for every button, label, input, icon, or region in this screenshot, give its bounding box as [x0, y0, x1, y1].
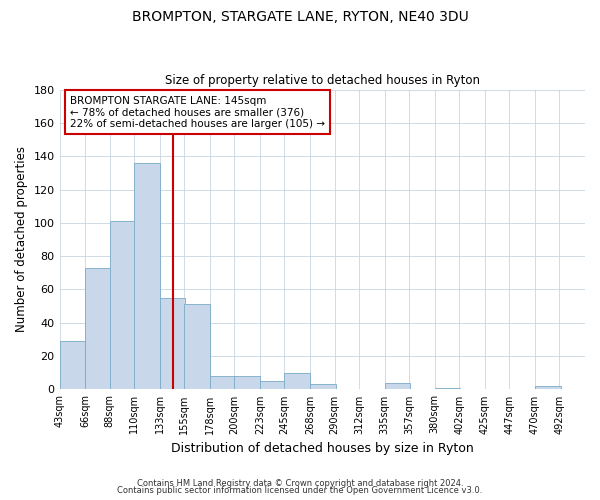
- Bar: [110, 221, 135, 390]
- Text: Contains public sector information licensed under the Open Government Licence v3: Contains public sector information licen…: [118, 486, 482, 495]
- Bar: [235, 376, 260, 390]
- Bar: [210, 376, 235, 390]
- Text: BROMPTON STARGATE LANE: 145sqm
← 78% of detached houses are smaller (376)
22% of: BROMPTON STARGATE LANE: 145sqm ← 78% of …: [70, 96, 325, 129]
- Y-axis label: Number of detached properties: Number of detached properties: [15, 146, 28, 332]
- Bar: [435, 388, 460, 390]
- Bar: [385, 383, 410, 390]
- Bar: [284, 373, 310, 390]
- Bar: [85, 268, 111, 390]
- X-axis label: Distribution of detached houses by size in Ryton: Distribution of detached houses by size …: [171, 442, 473, 455]
- Text: Contains HM Land Registry data © Crown copyright and database right 2024.: Contains HM Land Registry data © Crown c…: [137, 478, 463, 488]
- Bar: [310, 384, 335, 390]
- Bar: [184, 304, 210, 390]
- Bar: [134, 163, 160, 390]
- Text: BROMPTON, STARGATE LANE, RYTON, NE40 3DU: BROMPTON, STARGATE LANE, RYTON, NE40 3DU: [131, 10, 469, 24]
- Bar: [160, 298, 185, 390]
- Bar: [59, 341, 85, 390]
- Bar: [535, 386, 560, 390]
- Title: Size of property relative to detached houses in Ryton: Size of property relative to detached ho…: [165, 74, 480, 87]
- Bar: [260, 381, 286, 390]
